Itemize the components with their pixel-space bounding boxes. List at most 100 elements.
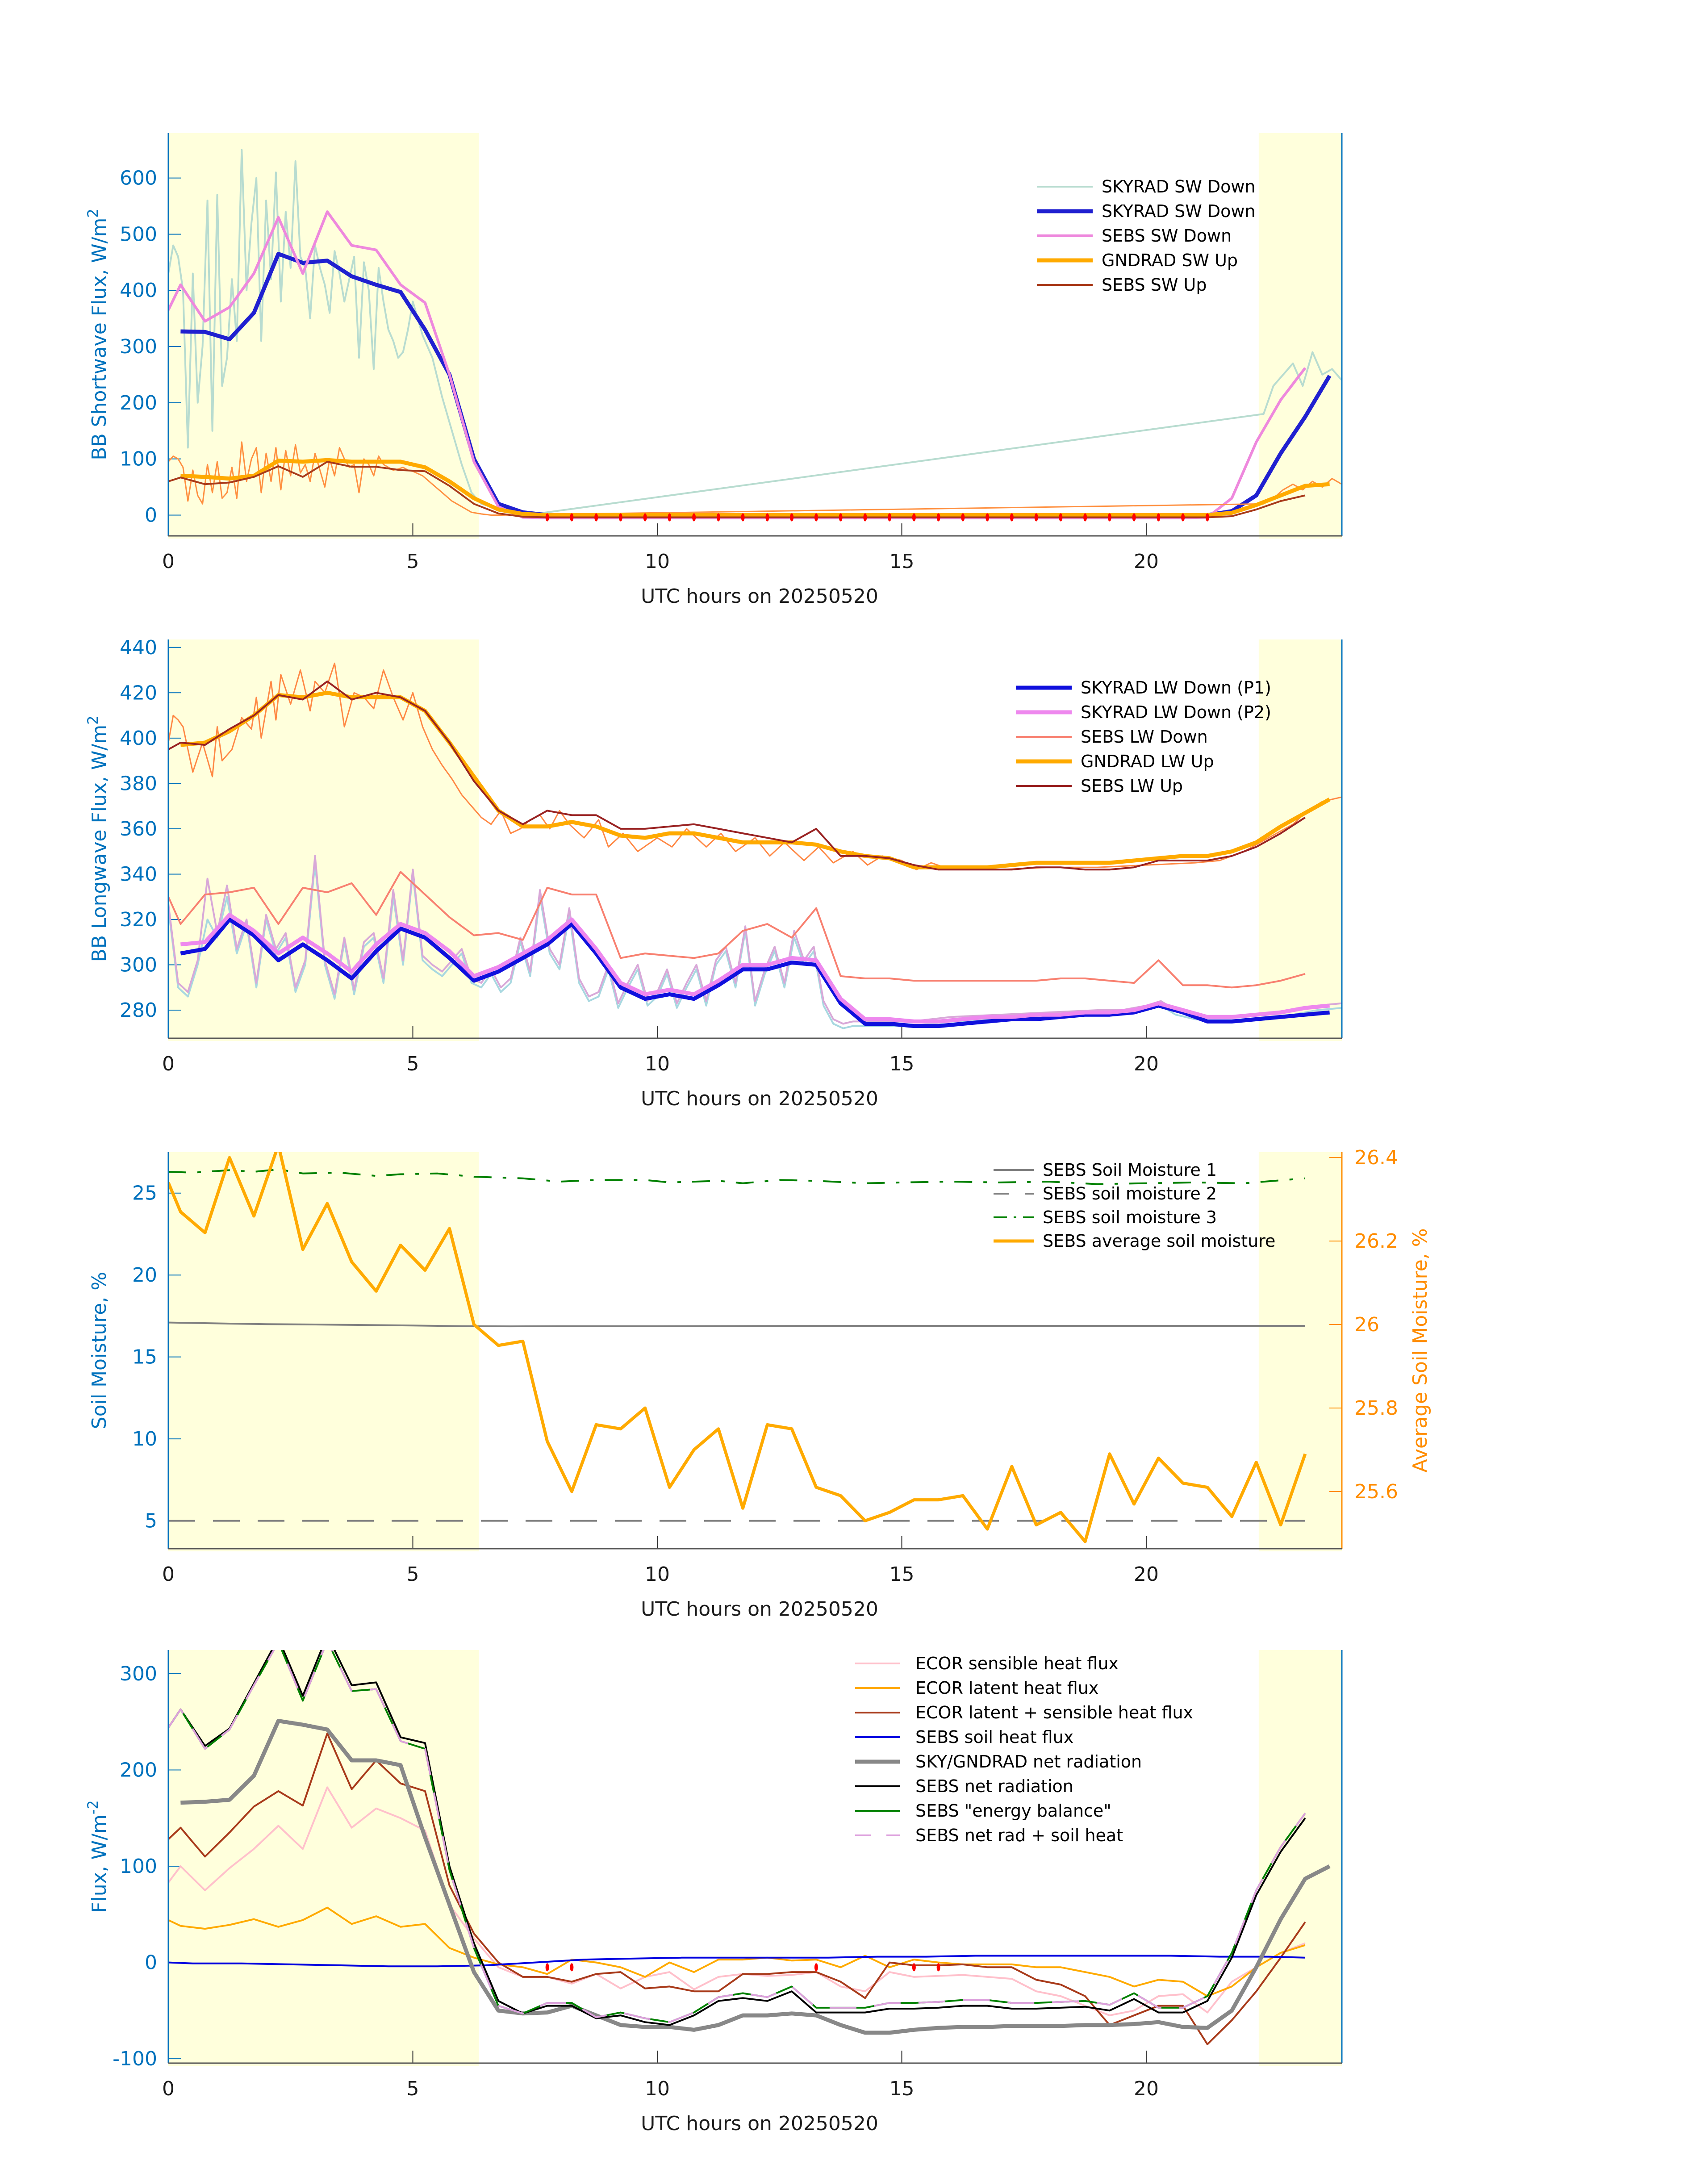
series-line-sebs-soil-moisture-3 xyxy=(168,1168,1306,1185)
legend-label: SEBS LW Down xyxy=(1081,727,1208,747)
y-tick-label: 360 xyxy=(120,818,157,840)
flag-marker xyxy=(1083,513,1087,522)
night-shading-band xyxy=(168,1650,479,2066)
flag-marker xyxy=(668,513,672,522)
y-tick-label: 300 xyxy=(120,335,157,358)
y-tick-label: 0 xyxy=(145,504,157,526)
legend-label: ECOR latent heat flux xyxy=(915,1678,1098,1698)
legend-label: SEBS Soil Moisture 1 xyxy=(1043,1160,1217,1180)
y-axis-title: BB Longwave Flux, W/m2 xyxy=(84,716,111,962)
legend: SEBS Soil Moisture 1 SEBS soil moisture 2… xyxy=(994,1160,1275,1251)
flag-marker xyxy=(618,513,622,522)
x-tick-label: 0 xyxy=(162,2077,175,2100)
series-line-skyrad-lw-down-p2- xyxy=(180,913,1330,1024)
y-tick-label: 200 xyxy=(120,392,157,414)
legend-label: SEBS net rad + soil heat xyxy=(915,1826,1123,1845)
x-tick-label: 20 xyxy=(1134,2077,1159,2100)
series-line-sebs-sw-up xyxy=(168,460,1306,518)
x-tick-label: 10 xyxy=(645,1053,670,1075)
flag-marker xyxy=(814,1963,818,1972)
legend: ECOR sensible heat flux ECOR latent heat … xyxy=(855,1654,1193,1845)
night-shading-band xyxy=(1258,639,1342,1041)
y-tick-label: 100 xyxy=(120,448,157,471)
legend: SKYRAD LW Down (P1) SKYRAD LW Down (P2) SE… xyxy=(1016,678,1271,796)
series-line-gndrad-lw-up xyxy=(180,690,1331,869)
legend-label: SKYRAD LW Down (P1) xyxy=(1081,678,1271,698)
y-tick-label: -100 xyxy=(113,2047,157,2070)
flag-marker xyxy=(1181,513,1185,522)
legend-label: ECOR latent + sensible heat flux xyxy=(915,1703,1193,1722)
x-tick-label: 0 xyxy=(162,1563,175,1586)
x-tick-label: 5 xyxy=(407,550,419,573)
y-tick-label: 320 xyxy=(120,908,157,931)
legend-label: GNDRAD SW Up xyxy=(1102,251,1238,270)
legend-label: SEBS "energy balance" xyxy=(915,1801,1111,1821)
x-tick-label: 5 xyxy=(407,1053,419,1075)
night-shading-band xyxy=(168,639,479,1041)
y-right-axis-title: Average Soil Moisture, % xyxy=(1409,1228,1432,1472)
legend-label: SEBS soil moisture 2 xyxy=(1043,1184,1217,1203)
series-line-sebs-lw-down xyxy=(168,871,1306,989)
series-line-ecor-latent-heat-flux xyxy=(168,1906,1306,1997)
y-tick-label: 5 xyxy=(145,1510,157,1533)
y-tick-label: 400 xyxy=(120,727,157,750)
y-tick-label: 280 xyxy=(120,999,157,1022)
flag-marker xyxy=(765,513,769,522)
legend-label: ECOR sensible heat flux xyxy=(915,1654,1119,1673)
x-tick-label: 15 xyxy=(889,1053,915,1075)
series-line-sky-gndrad-net-radiation xyxy=(180,1719,1331,2035)
legend-label: SKY/GNDRAD net radiation xyxy=(915,1752,1142,1772)
night-shading-band xyxy=(168,1152,479,1551)
y-tick-label: 340 xyxy=(120,863,157,886)
flag-marker xyxy=(839,513,843,522)
x-tick-label: 15 xyxy=(889,1563,915,1586)
y-tick-label: 600 xyxy=(120,167,157,190)
legend-label: SKYRAD SW Down xyxy=(1102,177,1256,196)
flag-marker xyxy=(936,1963,940,1972)
flag-marker xyxy=(1157,513,1161,522)
series-line-sebs-lw-up xyxy=(168,680,1306,871)
flag-marker xyxy=(545,1963,549,1972)
flag-marker xyxy=(888,513,892,522)
flag-marker xyxy=(1059,513,1063,522)
y-tick-label: 20 xyxy=(132,1264,157,1287)
y-tick-label: 300 xyxy=(120,954,157,977)
flag-marker xyxy=(986,513,990,522)
y-axis-title-superscript: 2 xyxy=(84,716,101,725)
y-tick-label: 200 xyxy=(120,1759,157,1782)
legend-label: SEBS soil heat flux xyxy=(915,1727,1073,1747)
series-line-sebs-net-radiation xyxy=(168,1650,1306,2026)
chart-longwave: 0 5 10 15 20 UTC hours on 20250520 280 300 320 34… xyxy=(84,636,1343,1110)
x-tick-label: 15 xyxy=(889,550,915,573)
flag-marker xyxy=(961,513,965,522)
legend-label: SEBS net radiation xyxy=(915,1776,1073,1796)
legend-label: SEBS average soil moisture xyxy=(1043,1231,1275,1251)
y-tick-label: 300 xyxy=(120,1663,157,1685)
series-line-skyrad-lw-down-p1- xyxy=(180,917,1330,1028)
x-axis-title: UTC hours on 20250520 xyxy=(641,1598,878,1621)
y-right-tick-label: 26.4 xyxy=(1354,1146,1398,1169)
legend-label: SEBS SW Down xyxy=(1102,226,1232,246)
x-axis-title: UTC hours on 20250520 xyxy=(641,2112,878,2135)
y-axis-title: Soil Moisture, % xyxy=(88,1272,111,1429)
legend-label: GNDRAD LW Up xyxy=(1081,752,1214,771)
y-tick-label: 25 xyxy=(132,1182,157,1205)
y-tick-label: 10 xyxy=(132,1428,157,1450)
flag-marker xyxy=(863,513,867,522)
legend-label: SEBS soil moisture 3 xyxy=(1043,1208,1217,1227)
chart-shortwave: 0 5 10 15 20 UTC hours on 20250520 0 100 200 300 4… xyxy=(84,133,1343,608)
flag-marker xyxy=(1132,513,1136,522)
x-tick-label: 0 xyxy=(162,1053,175,1075)
x-tick-label: 10 xyxy=(645,550,670,573)
y-axis-title: Flux, W/m-2 xyxy=(84,1800,111,1913)
flag-marker xyxy=(912,1963,916,1972)
night-shading-band xyxy=(1258,1650,1342,2066)
y-right-tick-label: 25.8 xyxy=(1354,1397,1398,1420)
legend-label: SEBS SW Up xyxy=(1102,275,1207,295)
y-tick-label: 15 xyxy=(132,1346,157,1369)
flag-marker xyxy=(643,513,647,522)
y-tick-label: 380 xyxy=(120,772,157,795)
flag-marker xyxy=(716,513,720,522)
